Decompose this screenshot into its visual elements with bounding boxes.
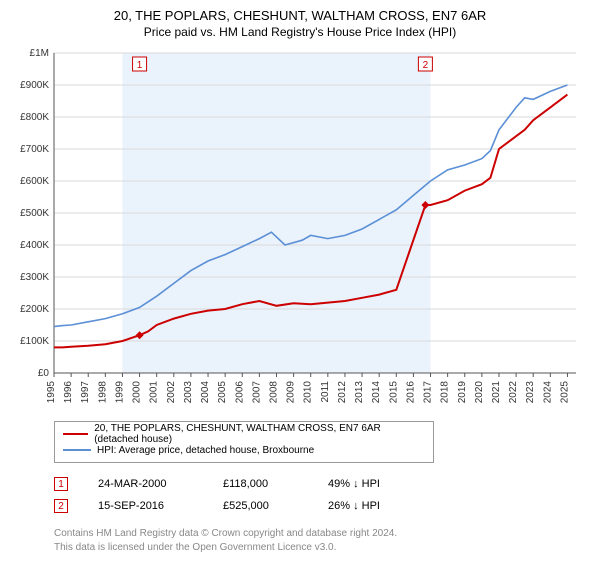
svg-text:2013: 2013 xyxy=(354,381,365,404)
svg-text:£700K: £700K xyxy=(20,144,49,155)
svg-text:2010: 2010 xyxy=(303,381,314,404)
svg-text:£200K: £200K xyxy=(20,304,49,315)
svg-text:£400K: £400K xyxy=(20,240,49,251)
svg-text:£600K: £600K xyxy=(20,176,49,187)
event-date: 24-MAR-2000 xyxy=(98,478,193,490)
svg-text:2025: 2025 xyxy=(559,381,570,404)
event-table: 1 24-MAR-2000 £118,000 49% ↓ HPI 2 15-SE… xyxy=(54,473,588,517)
svg-text:2014: 2014 xyxy=(371,381,382,404)
footer-line: This data is licensed under the Open Gov… xyxy=(54,541,588,555)
svg-text:2007: 2007 xyxy=(251,381,262,404)
svg-text:2023: 2023 xyxy=(525,381,536,404)
svg-text:2003: 2003 xyxy=(183,381,194,404)
svg-text:2: 2 xyxy=(423,60,429,71)
svg-text:2005: 2005 xyxy=(217,381,228,404)
svg-text:2021: 2021 xyxy=(491,381,502,404)
svg-text:2011: 2011 xyxy=(320,381,331,403)
svg-text:2001: 2001 xyxy=(149,381,160,404)
svg-text:£800K: £800K xyxy=(20,112,49,123)
svg-text:2018: 2018 xyxy=(440,381,451,404)
svg-text:2000: 2000 xyxy=(132,381,143,404)
event-marker: 2 xyxy=(54,499,68,513)
svg-text:£300K: £300K xyxy=(20,272,49,283)
svg-text:2006: 2006 xyxy=(234,381,245,404)
svg-text:1999: 1999 xyxy=(114,381,125,404)
event-date: 15-SEP-2016 xyxy=(98,500,193,512)
svg-text:2012: 2012 xyxy=(337,381,348,404)
svg-text:2020: 2020 xyxy=(474,381,485,404)
svg-text:2002: 2002 xyxy=(166,381,177,404)
legend-label: 20, THE POPLARS, CHESHUNT, WALTHAM CROSS… xyxy=(94,423,425,445)
event-row: 1 24-MAR-2000 £118,000 49% ↓ HPI xyxy=(54,473,588,495)
event-price: £525,000 xyxy=(223,500,298,512)
svg-text:2015: 2015 xyxy=(388,381,399,404)
svg-text:2004: 2004 xyxy=(200,381,211,404)
legend-swatch xyxy=(63,449,91,451)
svg-text:£500K: £500K xyxy=(20,208,49,219)
event-row: 2 15-SEP-2016 £525,000 26% ↓ HPI xyxy=(54,495,588,517)
event-marker: 1 xyxy=(54,477,68,491)
svg-text:£0: £0 xyxy=(38,368,50,379)
svg-text:2019: 2019 xyxy=(457,381,468,404)
svg-text:1995: 1995 xyxy=(46,381,57,404)
svg-text:1996: 1996 xyxy=(63,381,74,404)
svg-text:1998: 1998 xyxy=(97,381,108,404)
svg-text:2017: 2017 xyxy=(423,381,434,404)
footer-line: Contains HM Land Registry data © Crown c… xyxy=(54,527,588,541)
legend-item: 20, THE POPLARS, CHESHUNT, WALTHAM CROSS… xyxy=(63,426,425,442)
legend-label: HPI: Average price, detached house, Brox… xyxy=(97,445,314,456)
svg-text:2016: 2016 xyxy=(405,381,416,404)
legend-swatch xyxy=(63,433,88,435)
svg-text:£900K: £900K xyxy=(20,80,49,91)
footer-attribution: Contains HM Land Registry data © Crown c… xyxy=(54,527,588,554)
svg-text:£1M: £1M xyxy=(30,48,49,59)
svg-text:2009: 2009 xyxy=(286,381,297,404)
chart-svg: £0 £100K £200K £300K £400K £500K £600K £700K £80… xyxy=(12,45,588,415)
svg-text:2008: 2008 xyxy=(268,381,279,404)
svg-text:2024: 2024 xyxy=(542,381,553,404)
page-subtitle: Price paid vs. HM Land Registry's House … xyxy=(12,25,588,39)
chart-container: 20, THE POPLARS, CHESHUNT, WALTHAM CROSS… xyxy=(0,0,600,564)
event-delta: 26% ↓ HPI xyxy=(328,500,418,512)
svg-text:1997: 1997 xyxy=(80,381,91,404)
svg-text:2022: 2022 xyxy=(508,381,519,404)
event-delta: 49% ↓ HPI xyxy=(328,478,418,490)
svg-text:£100K: £100K xyxy=(20,336,49,347)
page-title-address: 20, THE POPLARS, CHESHUNT, WALTHAM CROSS… xyxy=(12,8,588,23)
price-chart: £0 £100K £200K £300K £400K £500K £600K £700K £80… xyxy=(12,45,588,415)
svg-text:1: 1 xyxy=(137,60,143,71)
legend: 20, THE POPLARS, CHESHUNT, WALTHAM CROSS… xyxy=(54,421,434,463)
event-price: £118,000 xyxy=(223,478,298,490)
